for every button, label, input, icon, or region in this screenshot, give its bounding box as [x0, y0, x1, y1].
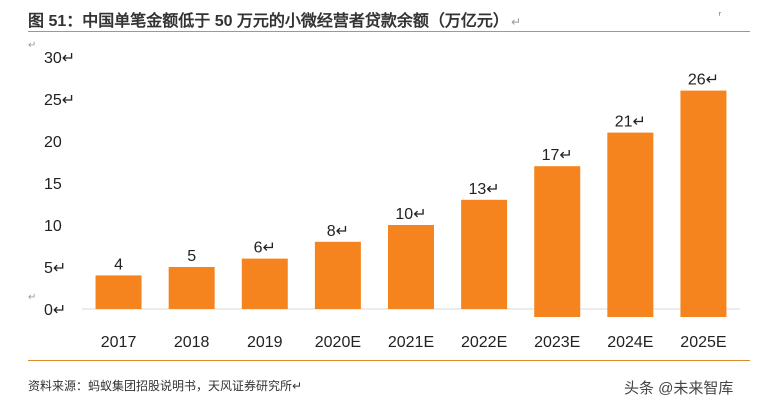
- data-label: 17↵: [542, 147, 573, 164]
- x-tick-label: 2021E: [388, 334, 434, 351]
- data-label: 4: [114, 256, 123, 273]
- data-label: 6↵: [254, 240, 276, 257]
- bar: [388, 225, 434, 309]
- x-tick-label: 2024E: [607, 334, 653, 351]
- x-tick-label: 2019: [247, 334, 283, 351]
- y-tick-label: 0↵: [44, 302, 66, 319]
- bar: [461, 199, 508, 309]
- x-tick-label: 2023E: [534, 334, 580, 351]
- x-tick-label: 2017: [101, 334, 137, 351]
- bottom-rule: [28, 360, 750, 361]
- data-label: 5: [187, 248, 196, 265]
- bar: [168, 267, 215, 309]
- source-note: 资料来源：蚂蚁集团招股说明书，天风证券研究所↵: [28, 379, 303, 393]
- figure-title-text: 图 51：中国单笔金额低于 50 万元的小微经营者贷款余额（万亿元）: [28, 13, 509, 30]
- data-label: 8↵: [327, 223, 349, 240]
- y-tick-label: 30↵: [44, 50, 75, 67]
- y-tick-label: 25↵: [44, 92, 75, 109]
- corner-mark: ⸢: [718, 11, 723, 23]
- y-tick-label: 10: [44, 218, 62, 235]
- bar: [534, 166, 581, 317]
- y-tick-label: 15: [44, 176, 62, 193]
- title-return-mark: ↵: [510, 15, 521, 29]
- x-tick-label: 2025E: [680, 334, 726, 351]
- x-tick-label: 2022E: [461, 334, 507, 351]
- x-tick-label: 2018: [174, 334, 210, 351]
- bar: [314, 241, 361, 309]
- bar: [680, 90, 727, 317]
- data-label: 13↵: [469, 181, 500, 198]
- y-tick-label: 20: [44, 134, 62, 151]
- data-label: 21↵: [615, 114, 646, 131]
- bar: [607, 132, 654, 317]
- figure-header: 图 51：中国单笔金额低于 50 万元的小微经营者贷款余额（万亿元） ↵ ⸢: [0, 0, 774, 34]
- bar: [241, 258, 288, 309]
- top-rule: [28, 31, 750, 32]
- data-label: 26↵: [688, 72, 719, 89]
- x-tick-label: 2020E: [315, 334, 361, 351]
- paragraph-mark: ↵: [28, 40, 37, 51]
- paragraph-mark: ↵: [28, 292, 37, 303]
- bar: [95, 275, 142, 309]
- y-tick-label: 5↵: [44, 260, 66, 277]
- figure-title: 图 51：中国单笔金额低于 50 万元的小微经营者贷款余额（万亿元） ↵: [28, 7, 521, 31]
- watermark: 头条 @未来智库: [624, 380, 734, 397]
- data-label: 10↵: [395, 206, 426, 223]
